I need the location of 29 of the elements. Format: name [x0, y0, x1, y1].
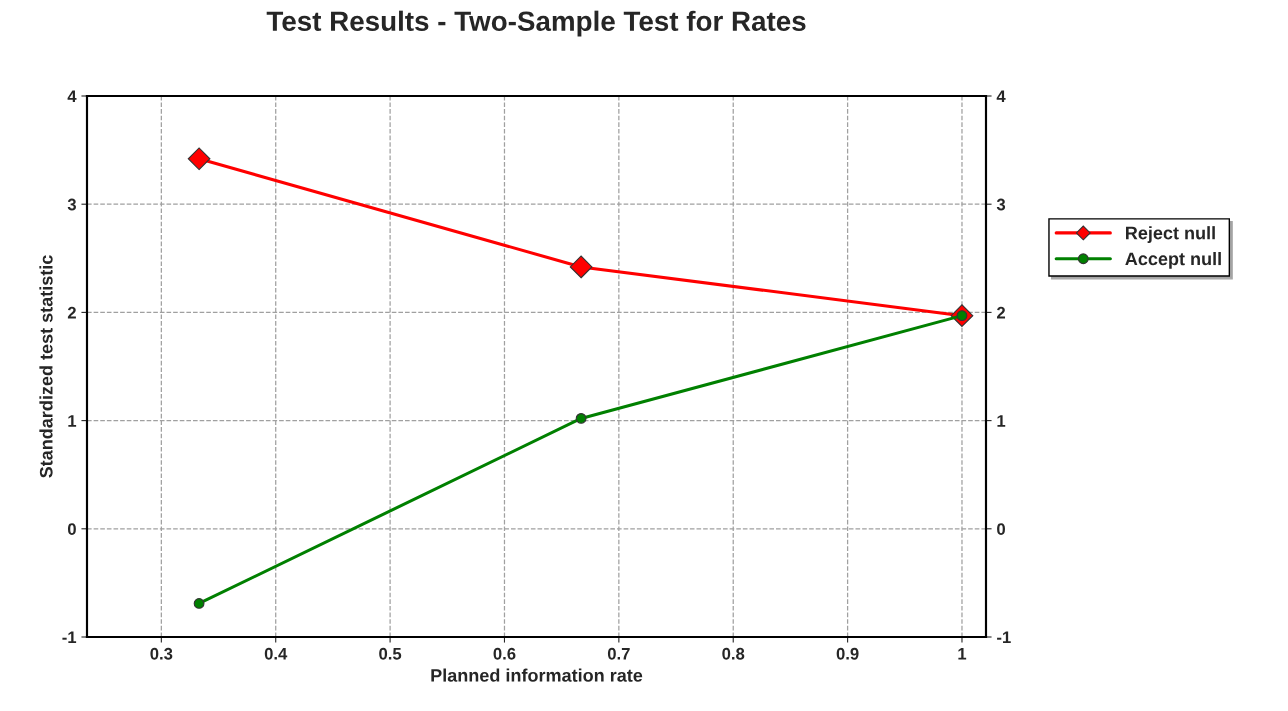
x-axis-title: Planned information rate	[431, 668, 643, 682]
y2-tick-label: 3	[996, 198, 1006, 211]
x-tick-label: 0.9	[836, 647, 859, 660]
y-tick-label: 1	[68, 415, 77, 427]
chart-title: Test Results - Two-Sample Test for Rates	[266, 10, 806, 37]
x-tick-label: 0.7	[607, 647, 630, 660]
y2-tick-label: 0	[997, 523, 1005, 535]
y-tick-label: 2	[67, 306, 76, 319]
y-axis-title: Standardized test statistic	[39, 255, 53, 478]
y2-tick-label: 1	[997, 415, 1006, 427]
point	[569, 255, 593, 279]
point	[187, 147, 211, 171]
point	[193, 598, 205, 609]
x-tick-label: 0.8	[722, 647, 745, 660]
y2-tick-label: 4	[996, 90, 1006, 103]
y-tick-label: 0	[67, 523, 76, 535]
x-tick-label: 0.5	[379, 647, 402, 660]
y-tick-label: 3	[67, 198, 76, 211]
y-tick-label: 4	[67, 90, 77, 103]
y2-tick-label: -1	[997, 631, 1011, 644]
x-tick-label: 0.4	[264, 647, 288, 660]
legend-label: Reject null	[1126, 226, 1215, 243]
x-tick-label: 0.3	[150, 647, 173, 660]
point	[575, 413, 587, 424]
legend-label: Accept null	[1125, 251, 1221, 269]
x-tick-label: 0.6	[493, 647, 516, 660]
y2-tick-label: 2	[996, 306, 1006, 319]
y-tick-label: -1	[62, 631, 77, 644]
x-tick-label: 1	[958, 648, 967, 660]
